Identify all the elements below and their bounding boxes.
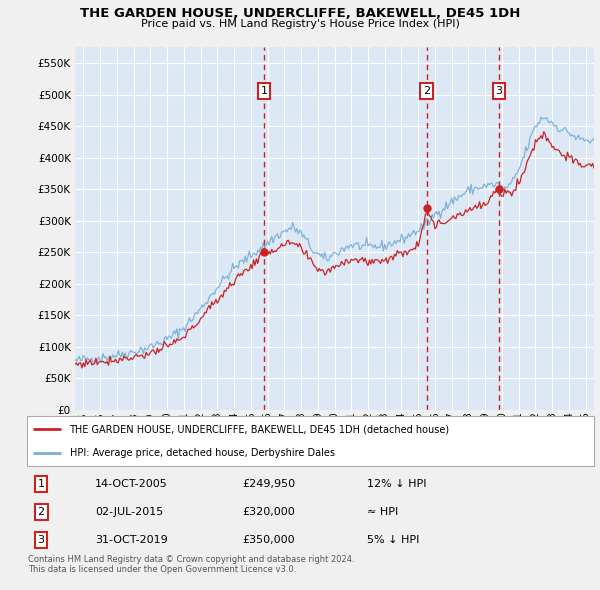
Text: 3: 3 (38, 535, 44, 545)
Text: This data is licensed under the Open Government Licence v3.0.: This data is licensed under the Open Gov… (28, 565, 296, 574)
Text: £350,000: £350,000 (242, 535, 295, 545)
Text: Price paid vs. HM Land Registry's House Price Index (HPI): Price paid vs. HM Land Registry's House … (140, 19, 460, 29)
FancyBboxPatch shape (27, 416, 594, 466)
Text: £249,950: £249,950 (242, 479, 296, 489)
Text: 1: 1 (260, 86, 268, 96)
Text: 14-OCT-2005: 14-OCT-2005 (95, 479, 168, 489)
Text: £320,000: £320,000 (242, 507, 295, 517)
Text: HPI: Average price, detached house, Derbyshire Dales: HPI: Average price, detached house, Derb… (70, 448, 335, 458)
Text: 02-JUL-2015: 02-JUL-2015 (95, 507, 163, 517)
Text: 2: 2 (423, 86, 430, 96)
Text: 12% ↓ HPI: 12% ↓ HPI (367, 479, 427, 489)
Text: THE GARDEN HOUSE, UNDERCLIFFE, BAKEWELL, DE45 1DH (detached house): THE GARDEN HOUSE, UNDERCLIFFE, BAKEWELL,… (70, 424, 449, 434)
Text: ≈ HPI: ≈ HPI (367, 507, 398, 517)
Text: 2: 2 (38, 507, 45, 517)
Text: 5% ↓ HPI: 5% ↓ HPI (367, 535, 419, 545)
Text: Contains HM Land Registry data © Crown copyright and database right 2024.: Contains HM Land Registry data © Crown c… (28, 555, 355, 563)
Text: 31-OCT-2019: 31-OCT-2019 (95, 535, 168, 545)
Text: THE GARDEN HOUSE, UNDERCLIFFE, BAKEWELL, DE45 1DH: THE GARDEN HOUSE, UNDERCLIFFE, BAKEWELL,… (80, 7, 520, 20)
Text: 3: 3 (496, 86, 503, 96)
Text: 1: 1 (38, 479, 44, 489)
